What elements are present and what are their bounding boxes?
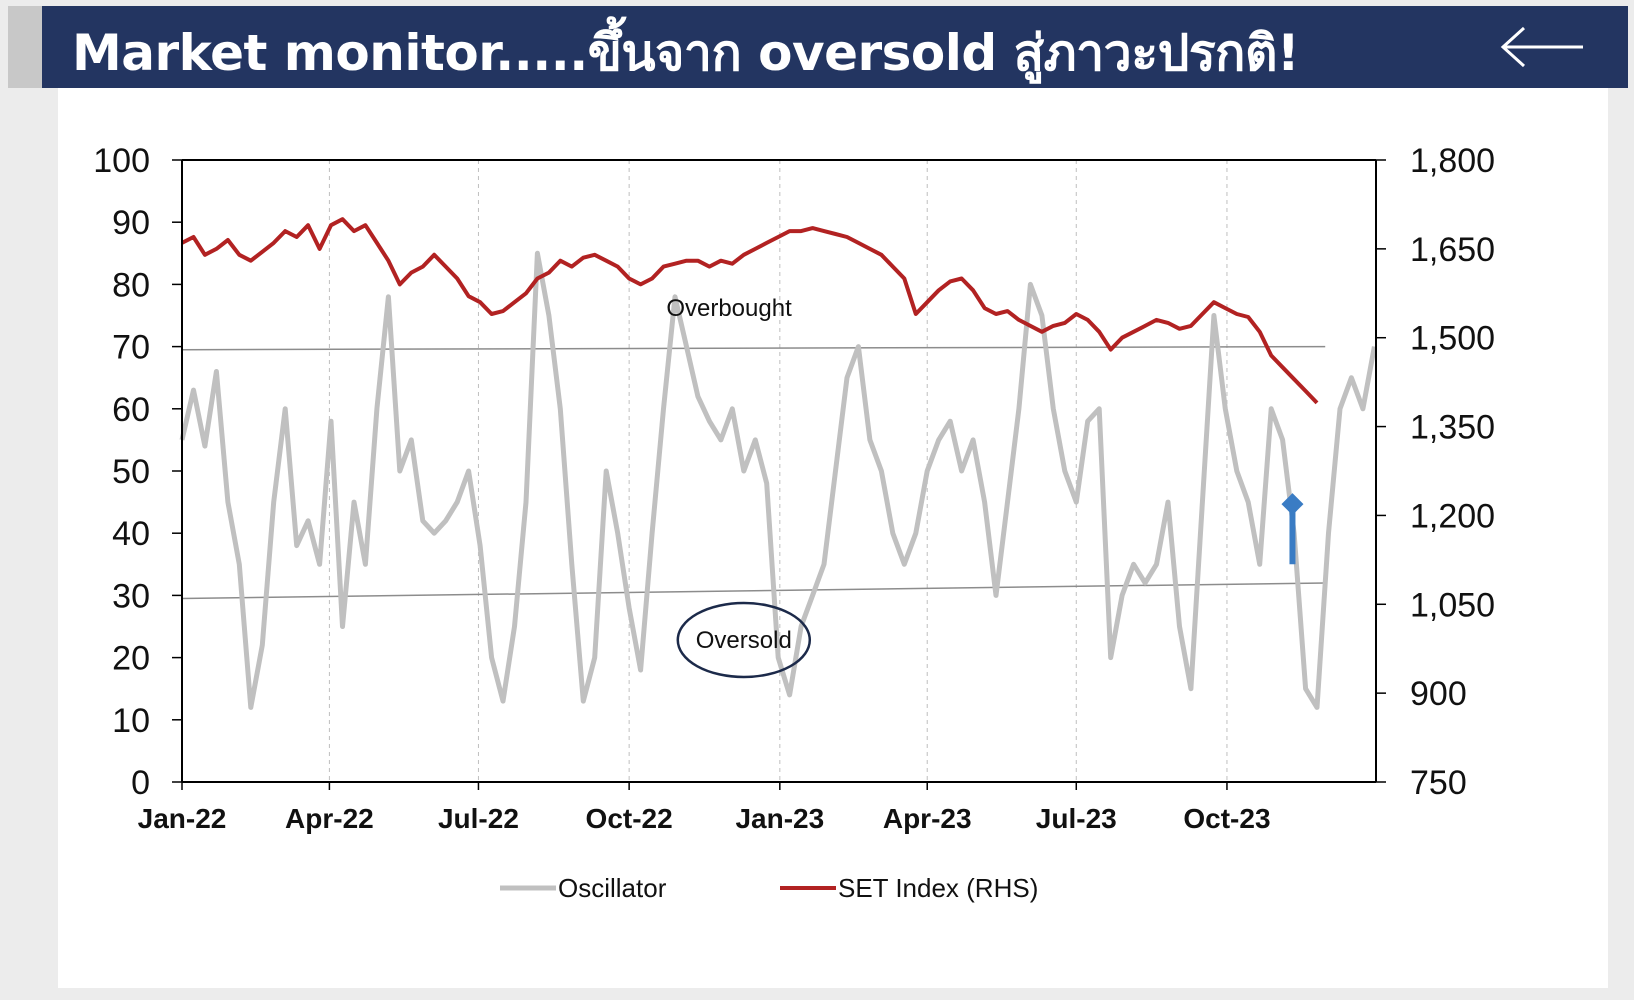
- x-tick-label: Apr-23: [883, 803, 972, 834]
- bottom-strip: [0, 988, 1634, 1000]
- y-right-tick-label: 1,200: [1410, 497, 1495, 535]
- overbought-line: [181, 345, 1326, 351]
- legend-oscillator-label: Oscillator: [558, 873, 667, 903]
- y-left-tick-label: 90: [112, 204, 150, 242]
- y-left-tick-label: 100: [93, 142, 150, 180]
- y-left-tick-label: 20: [112, 640, 150, 678]
- y-left-tick-label: 70: [112, 329, 150, 367]
- arrow-head: [1281, 493, 1304, 516]
- oscillator-line: [179, 250, 1377, 710]
- series-layer: [179, 217, 1377, 710]
- grid: [328, 160, 1228, 782]
- y-right-tick-label: 1,050: [1410, 586, 1495, 624]
- y-right-tick-label: 1,500: [1410, 320, 1495, 358]
- y-left-tick-label: 80: [112, 266, 150, 304]
- y-left-tick-label: 50: [112, 453, 150, 491]
- x-tick-label: Oct-22: [586, 803, 673, 834]
- legend: Oscillator SET Index (RHS): [500, 873, 1038, 903]
- chart-card: Jan-22 Apr-22 Jul-22 Oct-22 Jan-23 Apr-23 Jul-…: [58, 88, 1608, 988]
- x-tick-label: Oct-23: [1183, 803, 1270, 834]
- y-right-tick-label: 1,650: [1410, 231, 1495, 269]
- oversold-line: [181, 582, 1326, 600]
- overbought-label: Overbought: [666, 295, 792, 322]
- reference-lines: [181, 345, 1326, 600]
- y-left-tick-label: 30: [112, 577, 150, 615]
- y-left-tick-label: 60: [112, 391, 150, 429]
- y-right-tick-label: 750: [1410, 764, 1467, 802]
- page-header: Market monitor.....ขึ้นจาก oversold สู่ภ…: [42, 6, 1628, 88]
- annotations: Overbought Oversold: [666, 295, 1304, 679]
- back-button[interactable]: [1498, 24, 1588, 70]
- axes: Jan-22 Apr-22 Jul-22 Oct-22 Jan-23 Apr-23 Jul-…: [93, 142, 1495, 834]
- chart: Jan-22 Apr-22 Jul-22 Oct-22 Jan-23 Apr-23 Jul-…: [93, 142, 1495, 903]
- y-left-tick-label: 10: [112, 702, 150, 740]
- x-tick-label: Jul-22: [438, 803, 519, 834]
- oversold-label: Oversold: [696, 627, 792, 654]
- arrow-left-icon: [1500, 26, 1583, 68]
- legend-set-index-label: SET Index (RHS): [838, 873, 1038, 903]
- oversold-ellipse: [676, 601, 812, 679]
- x-tick-label: Jul-23: [1036, 803, 1117, 834]
- y-right-tick-label: 900: [1410, 675, 1467, 713]
- page-title: Market monitor.....ขึ้นจาก oversold สู่ภ…: [72, 24, 1300, 82]
- y-left-tick-label: 40: [112, 515, 150, 553]
- x-tick-label: Jan-23: [735, 803, 824, 834]
- y-left-tick-label: 0: [131, 764, 150, 802]
- y-right-tick-label: 1,350: [1410, 409, 1495, 447]
- y-right-tick-label: 1,800: [1410, 142, 1495, 180]
- set-index-line: [181, 217, 1319, 405]
- x-tick-label: Jan-22: [138, 803, 227, 834]
- x-tick-label: Apr-22: [285, 803, 374, 834]
- header-side-tab: [8, 6, 42, 88]
